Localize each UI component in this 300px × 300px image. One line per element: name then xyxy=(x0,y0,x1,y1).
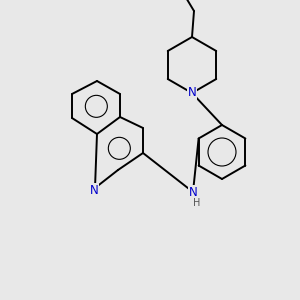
Text: N: N xyxy=(189,185,197,199)
Text: N: N xyxy=(188,86,196,100)
Text: H: H xyxy=(193,198,201,208)
Text: N: N xyxy=(90,184,98,196)
